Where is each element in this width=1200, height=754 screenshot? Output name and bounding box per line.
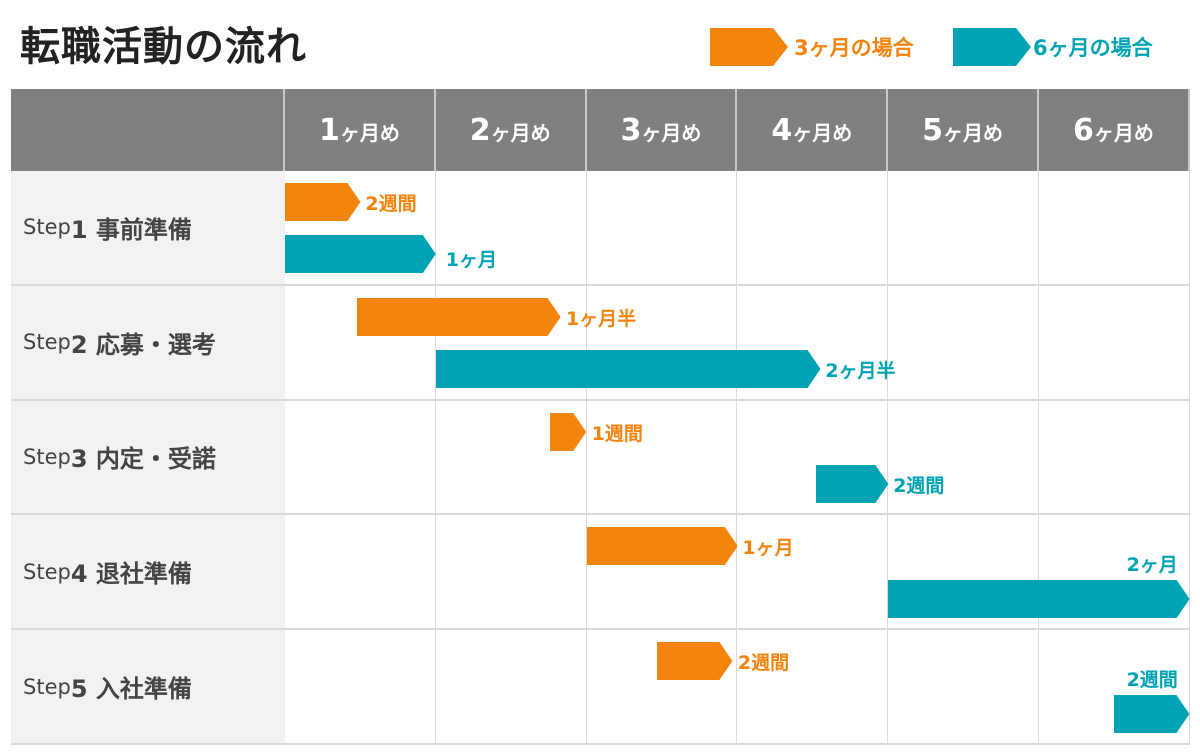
month-header: 5ヶ月め [888,89,1039,171]
grid-cell [1039,630,1190,745]
grid-cell [285,285,436,401]
grid-cell [888,285,1039,401]
month-header: 1ヶ月め [285,89,436,171]
month-header-label: 5ヶ月め [922,112,1004,148]
grid-cell [1039,171,1190,286]
grid-cell [1039,285,1190,401]
legend-swatch-teal [953,28,1031,66]
step-prefix: Step [23,330,71,355]
header-corner [11,89,285,171]
grid-cell [888,171,1039,286]
legend-item-3months: 3ヶ月の場合 [710,28,914,66]
legend-swatch-orange [710,28,788,66]
grid-cell [586,171,738,286]
step-name: 1 事前準備 [70,215,192,244]
grid-cell [586,515,738,631]
grid-cell [435,515,587,631]
step-prefix: Step [23,559,71,584]
grid-cell [435,400,587,516]
grid-cell [285,171,436,286]
step-prefix: Step [23,444,71,469]
grid-cell [435,171,587,286]
month-header-label: 1ヶ月め [318,112,400,148]
gantt-grid: 1ヶ月め 2ヶ月め 3ヶ月め 4ヶ月め 5ヶ月め 6ヶ月め Step 1 事前準備… [11,89,1190,745]
grid-cell [586,400,738,516]
month-header-label: 3ヶ月め [620,112,702,148]
grid-cell [737,171,889,286]
grid-cell [586,630,738,745]
step-label: Step 2 応募・選考 [11,285,285,401]
month-header: 2ヶ月め [435,89,587,171]
grid-cell [737,515,889,631]
step-label: Step 1 事前準備 [11,171,285,286]
step-label: Step 3 内定・受諾 [11,400,285,516]
step-name: 5 入社準備 [70,675,192,704]
grid-cell [888,400,1039,516]
month-header: 3ヶ月め [586,89,738,171]
grid-cell [586,285,738,401]
grid-cell [285,515,436,631]
grid-cell [737,285,889,401]
grid-cell [285,630,436,745]
grid-cell [888,630,1039,745]
grid-cell [737,630,889,745]
grid-cell [1039,515,1190,631]
grid-cell [737,400,889,516]
grid-cell [435,285,587,401]
month-header-label: 4ヶ月め [771,112,853,148]
step-name: 3 内定・受諾 [70,445,216,474]
month-header-label: 6ヶ月め [1072,112,1154,148]
grid-cell [285,400,436,516]
page-title: 転職活動の流れ [20,24,307,70]
grid-cell [888,515,1039,631]
step-label: Step 5 入社準備 [11,630,285,745]
step-label: Step 4 退社準備 [11,515,285,631]
month-header: 4ヶ月め [737,89,889,171]
month-header: 6ヶ月め [1039,89,1190,171]
step-prefix: Step [23,215,71,240]
step-prefix: Step [23,674,71,699]
legend-label: 3ヶ月の場合 [794,36,914,60]
step-name: 4 退社準備 [70,560,192,589]
grid-cell [1039,400,1190,516]
legend-label: 6ヶ月の場合 [1033,36,1153,60]
legend-item-6months: 6ヶ月の場合 [953,28,1153,66]
grid-cell [435,630,587,745]
month-header-label: 2ヶ月め [469,112,551,148]
step-name: 2 応募・選考 [70,330,216,359]
